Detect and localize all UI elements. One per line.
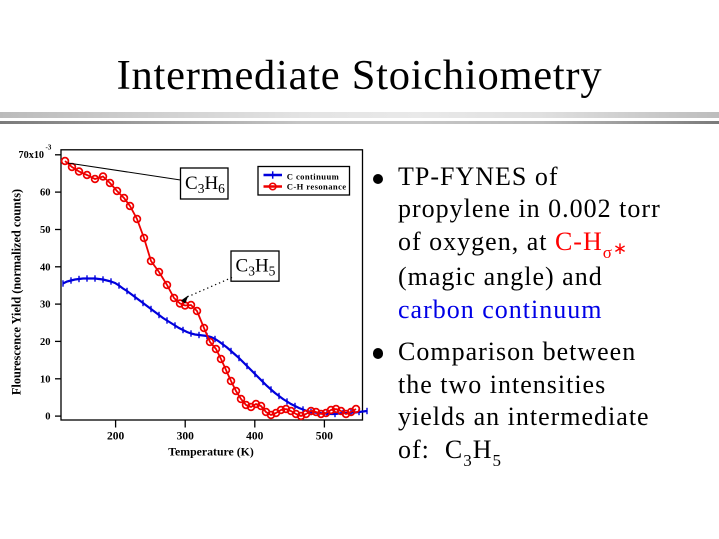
svg-text:70x10: 70x10 [19, 150, 44, 161]
svg-text:C3H5: C3H5 [236, 256, 276, 279]
svg-text:C3H6: C3H6 [185, 173, 225, 196]
svg-text:0: 0 [45, 412, 50, 423]
svg-text:30: 30 [40, 300, 51, 311]
svg-text:500: 500 [316, 431, 334, 443]
svg-text:400: 400 [246, 431, 264, 443]
svg-text:40: 40 [40, 262, 51, 273]
svg-text:300: 300 [177, 431, 195, 443]
svg-text:60: 60 [40, 188, 51, 199]
svg-text:200: 200 [107, 431, 125, 443]
svg-text:10: 10 [40, 374, 51, 385]
svg-text:20: 20 [40, 337, 51, 348]
svg-text:C continuum: C continuum [287, 171, 340, 181]
svg-text:C-H resonance: C-H resonance [287, 182, 347, 192]
svg-text:Temperature (K): Temperature (K) [168, 445, 254, 459]
svg-text:50: 50 [40, 225, 51, 236]
svg-text:-3: -3 [46, 144, 52, 152]
svg-text:Flourescence Yield (normalized: Flourescence Yield (normalized counts) [10, 189, 24, 395]
